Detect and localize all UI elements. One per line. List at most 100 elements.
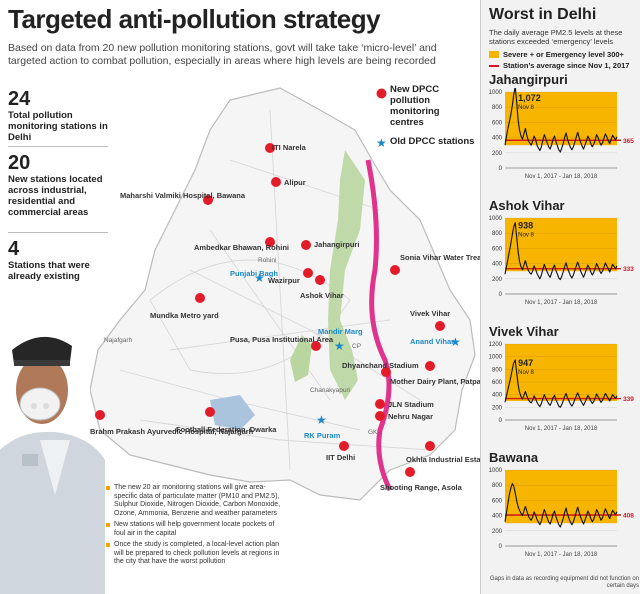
map-label: JLN Stadium	[388, 400, 434, 409]
stat-new: 20 New stations located across industria…	[8, 152, 118, 218]
severe-zone	[505, 218, 617, 272]
y-tick-label: 200	[492, 405, 503, 411]
map-label: Vivek Vihar	[410, 309, 450, 318]
y-tick-label: 1000	[489, 355, 503, 361]
stat-total: 24 Total pollution monitoring stations i…	[8, 88, 118, 143]
page-subtitle: Based on data from 20 new pollution moni…	[8, 42, 437, 67]
area-label: Najafgarh	[104, 337, 133, 344]
worst-sidebar: Worst in Delhi The daily average PM2.5 l…	[480, 0, 640, 594]
x-axis-label: Nov 1, 2017 - Jan 18, 2018	[525, 174, 598, 180]
star-icon: ★	[334, 339, 345, 353]
peak-value-label: 947	[518, 358, 533, 368]
station-marker	[339, 441, 349, 451]
stat-existing: 4 Stations that were already existing	[8, 238, 118, 282]
area-label: Rohini	[258, 257, 276, 264]
station-marker	[390, 265, 400, 275]
map-label: ITI Narela	[272, 143, 307, 152]
map-label: Alipur	[284, 178, 306, 187]
station-marker	[315, 275, 325, 285]
legend-new-label: New DPCC pollution monitoring centres	[390, 84, 440, 128]
x-axis-label: Nov 1, 2017 - Jan 18, 2018	[525, 426, 598, 432]
y-tick-label: 800	[492, 105, 503, 111]
peak-value-label: 938	[518, 221, 533, 231]
chart-title: Jahangirpuri	[489, 72, 568, 87]
map-label: Wazirpur	[268, 276, 300, 285]
y-tick-label: 0	[499, 292, 503, 298]
page-title: Targeted anti-pollution strategy	[8, 4, 381, 34]
new-station-markers	[95, 143, 445, 477]
station-marker	[95, 410, 105, 420]
map-label: Mother Dairy Plant, Patparganj	[390, 377, 480, 386]
delhi-map: ★ ★ ★ ★ ITI Narela Alipur Maharshi Valmi…	[90, 87, 480, 501]
legend-new: New DPCC pollution monitoring centres	[376, 84, 476, 128]
y-tick-label: 800	[492, 483, 503, 489]
legend-average-label: Station’s average since Nov 1, 2017	[503, 61, 630, 70]
station-marker	[195, 293, 205, 303]
station-marker	[311, 341, 321, 351]
y-tick-label: 400	[492, 136, 503, 142]
chart-title: Vivek Vihar	[489, 324, 559, 339]
chart-title: Bawana	[489, 450, 539, 465]
average-label: 339	[623, 396, 634, 403]
severe-swatch	[489, 51, 499, 58]
peak-value-label: 1,072	[518, 93, 541, 103]
area-label: Chanakyapuri	[310, 387, 350, 394]
star-icon: ★	[254, 271, 265, 285]
y-tick-label: 800	[492, 231, 503, 237]
map-label-old: Anand Vihar	[410, 337, 454, 346]
map-label: Ambedkar Bhawan, Rohini	[194, 243, 289, 252]
note-item: New stations will help government locate…	[106, 521, 284, 538]
masked-person-photo	[0, 336, 105, 594]
series-line	[504, 88, 618, 153]
y-tick-label: 1000	[489, 216, 503, 222]
map-label: Nehru Nagar	[388, 412, 433, 421]
station-labels: ITI Narela Alipur Maharshi Valmiki Hospi…	[90, 143, 480, 492]
stat-text: New stations located across industrial, …	[8, 174, 103, 218]
series-line	[504, 483, 618, 528]
old-station-markers: ★ ★ ★ ★	[254, 271, 461, 427]
station-marker	[203, 195, 213, 205]
yamuna-river	[365, 159, 393, 492]
map-label: Jahangirpuri	[314, 240, 359, 249]
average-line-swatch	[489, 64, 499, 67]
map-label: Shooting Range, Asola	[380, 483, 463, 492]
note-item: The new 20 air monitoring stations will …	[106, 484, 284, 518]
station-marker	[301, 240, 311, 250]
notes-list: The new 20 air monitoring stations will …	[106, 484, 284, 570]
y-tick-label: 600	[492, 380, 503, 386]
pm25-chart: 0 200 400 600 800 1000 1200 339 947 Nov 8 Nov 1, 2…	[489, 342, 635, 432]
map-label-old: Punjabi Bagh	[230, 269, 278, 278]
y-tick-label: 200	[492, 277, 503, 283]
infographic-main: Targeted anti-pollution strategy Based o…	[0, 4, 480, 594]
station-marker	[381, 367, 391, 377]
peak-date-label: Nov 8	[518, 233, 534, 239]
y-tick-label: 600	[492, 498, 503, 504]
lake	[210, 395, 255, 430]
map-label: Ashok Vihar	[300, 291, 344, 300]
area-label: CP	[352, 343, 361, 350]
map-label-old: RK Puram	[304, 431, 341, 440]
peak-date-label: Nov 8	[518, 370, 534, 376]
map-label: Dhyanchand Stadium	[342, 361, 419, 370]
green-patch	[290, 335, 312, 382]
sidebar-title: Worst in Delhi	[489, 6, 597, 23]
x-axis-label: Nov 1, 2017 - Jan 18, 2018	[525, 300, 598, 306]
station-marker	[425, 441, 435, 451]
station-marker	[425, 361, 435, 371]
x-axis-label: Nov 1, 2017 - Jan 18, 2018	[525, 552, 598, 558]
area-label: GK	[368, 429, 378, 436]
legend-average: Station’s average since Nov 1, 2017	[489, 61, 639, 70]
series-line	[504, 222, 618, 281]
ridge-greenery	[328, 150, 365, 400]
sidebar-subtitle: The daily average PM2.5 levels at these …	[489, 28, 623, 46]
station-marker	[303, 268, 313, 278]
legend-old: ★ Old DPCC stations	[376, 136, 476, 149]
station-marker	[271, 177, 281, 187]
station-marker	[405, 467, 415, 477]
y-tick-label: 400	[492, 393, 503, 399]
legend-severe: Severe + or Emergency level 300+	[489, 50, 639, 59]
stat-number: 24	[8, 88, 31, 110]
y-tick-label: 1000	[489, 90, 503, 96]
average-label: 365	[623, 138, 634, 145]
y-tick-label: 400	[492, 514, 503, 520]
